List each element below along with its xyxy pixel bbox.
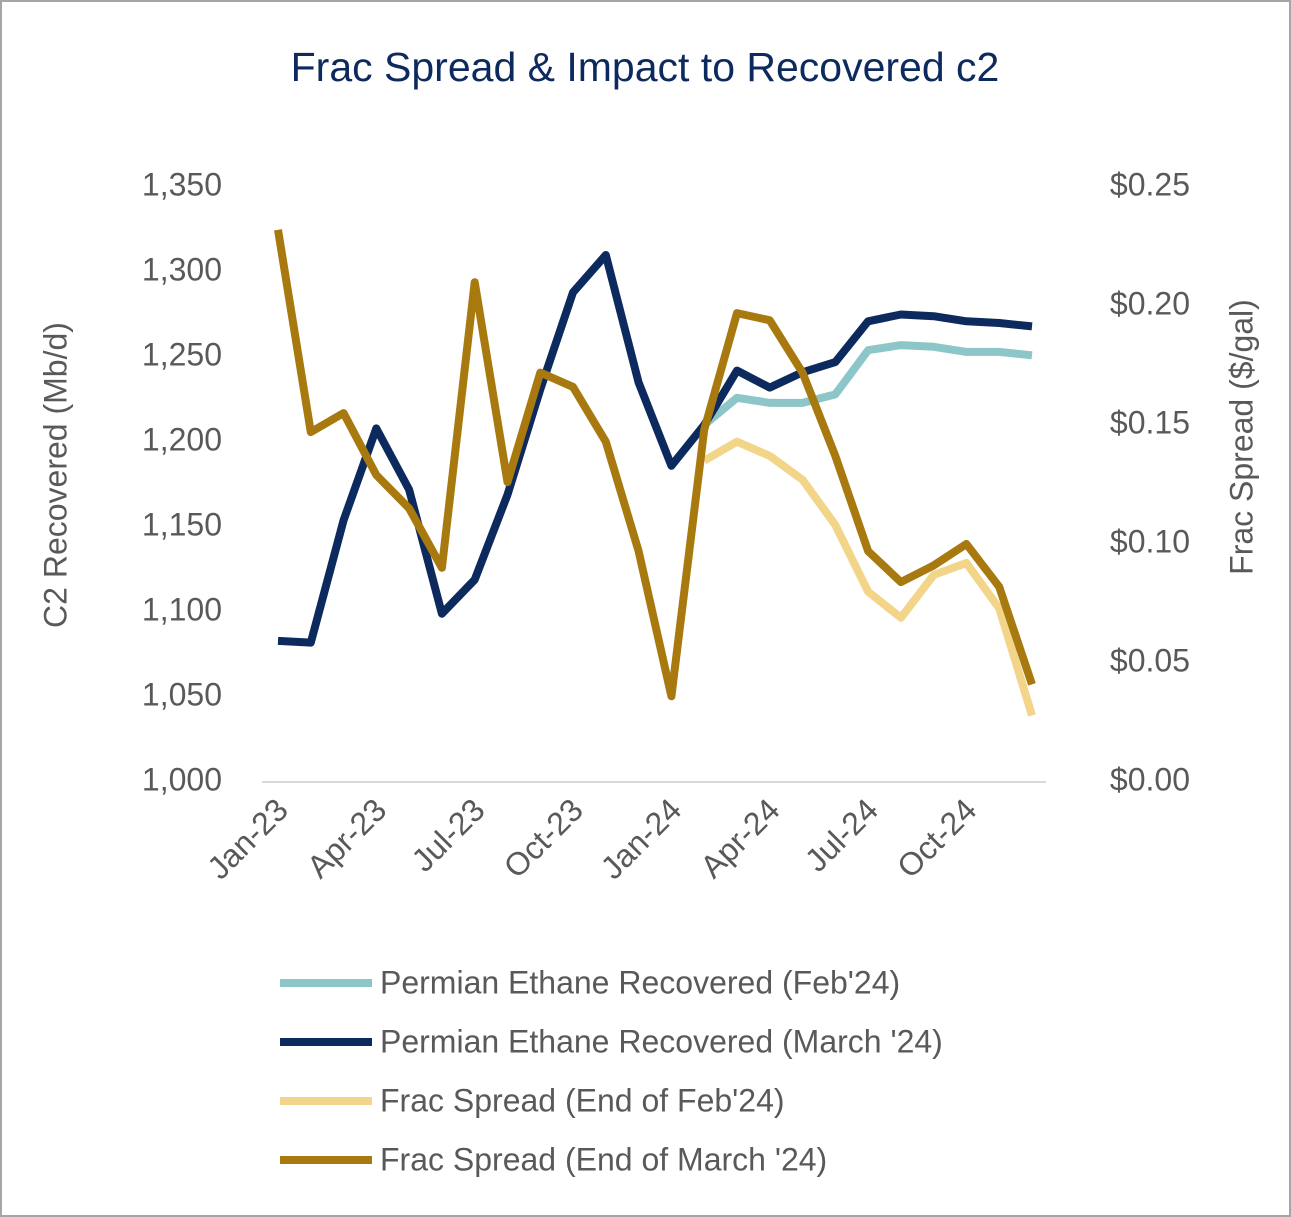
y-tick-label: 1,250 <box>142 336 222 372</box>
y-tick-label: 1,200 <box>142 421 222 457</box>
legend-label: Frac Spread (End of Feb'24) <box>380 1082 785 1118</box>
legend-label: Permian Ethane Recovered (March '24) <box>380 1023 943 1059</box>
y-tick-label: 1,300 <box>142 251 222 287</box>
y2-tick-label: $0.25 <box>1110 166 1190 202</box>
y2-tick-label: $0.20 <box>1110 285 1190 321</box>
series-line <box>701 341 1033 429</box>
y2-axis-title: Frac Spread ($/gal) <box>1223 299 1259 575</box>
y2-tick-label: $0.05 <box>1110 642 1190 678</box>
y-axis-title: C2 Recovered (Mb/d) <box>37 322 73 628</box>
chart-title: Frac Spread & Impact to Recovered c2 <box>291 44 1000 90</box>
series-line <box>277 251 1033 647</box>
y2-tick-label: $0.15 <box>1110 404 1190 440</box>
y-tick-label: 1,150 <box>142 506 222 542</box>
series-line <box>274 229 1036 701</box>
y-tick-label: 1,050 <box>142 676 222 712</box>
y-tick-label: 1,350 <box>142 166 222 202</box>
y-tick-label: 1,000 <box>142 761 222 797</box>
y2-tick-label: $0.00 <box>1110 761 1190 797</box>
y-tick-label: 1,100 <box>142 591 222 627</box>
legend-label: Frac Spread (End of March '24) <box>380 1141 827 1177</box>
y2-tick-label: $0.10 <box>1110 523 1190 559</box>
series-line <box>702 437 1036 717</box>
legend-label: Permian Ethane Recovered (Feb'24) <box>380 964 900 1000</box>
